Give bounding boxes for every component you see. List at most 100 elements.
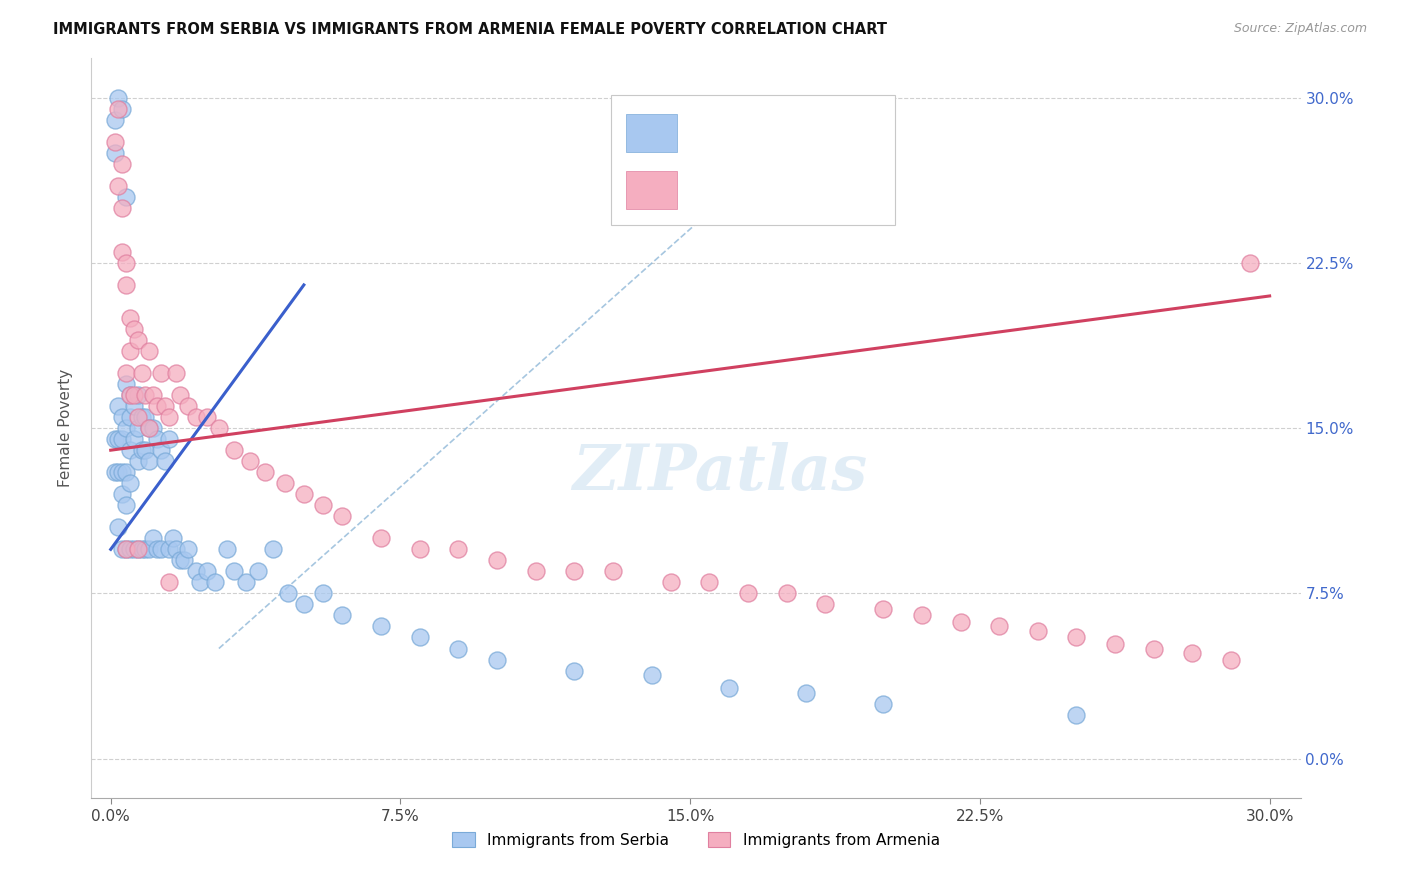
- Point: [111, 157, 134, 171]
- Text: ZIPatlas: ZIPatlas: [572, 442, 868, 503]
- Point: [107, 432, 129, 446]
- Point: [157, 575, 180, 590]
- Point: [146, 399, 169, 413]
- Point: [776, 586, 799, 600]
- Point: [118, 344, 141, 359]
- Point: [794, 685, 817, 699]
- Point: [737, 586, 759, 600]
- Point: [146, 542, 169, 557]
- Point: [142, 388, 165, 402]
- Point: [138, 421, 160, 435]
- Point: [1239, 256, 1261, 270]
- Point: [149, 443, 172, 458]
- Point: [165, 366, 187, 380]
- Point: [103, 145, 125, 160]
- Point: [332, 509, 354, 524]
- Point: [138, 454, 160, 468]
- Point: [699, 575, 721, 590]
- Point: [134, 410, 156, 425]
- Point: [602, 565, 624, 579]
- Point: [131, 542, 153, 557]
- Text: 0.246: 0.246: [735, 122, 789, 140]
- Point: [659, 575, 682, 590]
- Text: Source: ZipAtlas.com: Source: ZipAtlas.com: [1233, 22, 1367, 36]
- Point: [165, 542, 187, 557]
- Text: 0.182: 0.182: [735, 179, 789, 197]
- Point: [107, 102, 129, 116]
- Point: [262, 542, 284, 557]
- Point: [103, 135, 125, 149]
- Point: [188, 575, 211, 590]
- Point: [949, 615, 972, 629]
- Point: [485, 553, 508, 567]
- Point: [107, 520, 129, 534]
- Point: [173, 553, 195, 567]
- Point: [111, 201, 134, 215]
- Point: [134, 443, 156, 458]
- Point: [409, 631, 432, 645]
- Point: [312, 586, 335, 600]
- Point: [127, 421, 149, 435]
- Point: [111, 410, 134, 425]
- Point: [292, 598, 315, 612]
- Point: [138, 542, 160, 557]
- Point: [872, 602, 894, 616]
- Point: [122, 388, 145, 402]
- Point: [162, 532, 184, 546]
- Point: [127, 542, 149, 557]
- Y-axis label: Female Poverty: Female Poverty: [58, 369, 73, 487]
- Point: [127, 388, 149, 402]
- Point: [1143, 641, 1166, 656]
- Point: [115, 421, 138, 435]
- Point: [115, 256, 138, 270]
- Point: [485, 652, 508, 666]
- Point: [111, 432, 134, 446]
- Point: [107, 465, 129, 479]
- Point: [111, 542, 134, 557]
- Point: [111, 244, 134, 259]
- Point: [107, 178, 129, 193]
- Point: [115, 542, 138, 557]
- Point: [138, 344, 160, 359]
- Point: [273, 476, 295, 491]
- Point: [118, 410, 141, 425]
- Point: [1104, 637, 1126, 651]
- Point: [118, 476, 141, 491]
- Point: [115, 542, 138, 557]
- Point: [169, 553, 191, 567]
- Point: [184, 565, 207, 579]
- Point: [1026, 624, 1049, 638]
- FancyBboxPatch shape: [626, 113, 676, 152]
- Point: [224, 443, 246, 458]
- Point: [1066, 631, 1088, 645]
- Point: [111, 102, 134, 116]
- Point: [204, 575, 226, 590]
- Point: [562, 664, 585, 678]
- Point: [122, 432, 145, 446]
- Point: [332, 608, 354, 623]
- Point: [103, 112, 125, 127]
- Point: [157, 542, 180, 557]
- Point: [122, 399, 145, 413]
- Point: [208, 421, 231, 435]
- Text: N =: N =: [821, 179, 858, 197]
- Point: [153, 399, 176, 413]
- Point: [118, 542, 141, 557]
- Point: [103, 432, 125, 446]
- Point: [157, 432, 180, 446]
- Point: [872, 697, 894, 711]
- Point: [107, 90, 129, 104]
- Point: [254, 465, 277, 479]
- Point: [122, 542, 145, 557]
- Point: [115, 498, 138, 512]
- Point: [115, 465, 138, 479]
- Point: [409, 542, 432, 557]
- Point: [312, 498, 335, 512]
- Point: [562, 565, 585, 579]
- Point: [134, 388, 156, 402]
- Point: [370, 532, 392, 546]
- Point: [127, 410, 149, 425]
- Point: [235, 575, 257, 590]
- Point: [142, 532, 165, 546]
- Point: [142, 421, 165, 435]
